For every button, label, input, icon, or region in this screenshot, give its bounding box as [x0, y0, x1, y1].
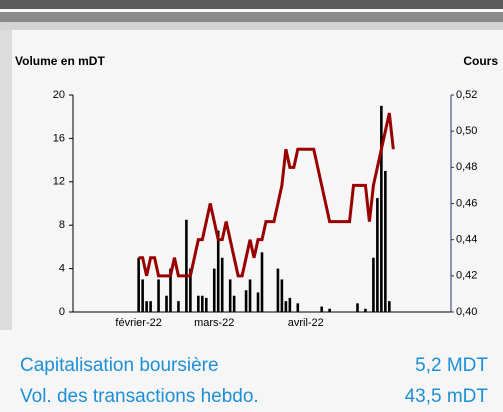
bar	[260, 252, 264, 312]
bar	[284, 301, 288, 312]
bar	[328, 308, 331, 312]
y2-tick-label: 0,40	[456, 306, 477, 318]
chart: Volume en mDT Cours 0 4 8 12 16 20 0,40 0,42 0,4…	[0, 0, 503, 330]
bar	[165, 295, 168, 312]
price-line	[138, 112, 395, 278]
bar	[296, 303, 300, 312]
y-tick-label: 12	[53, 176, 65, 188]
stat-value: 5,2 MDT	[415, 355, 488, 376]
bar	[201, 295, 204, 312]
y-axis-title: Volume en mDT	[15, 54, 105, 68]
bar	[376, 198, 379, 312]
y-tick-label: 4	[59, 263, 65, 275]
bar	[288, 297, 292, 312]
y2-tick-label: 0,46	[456, 197, 477, 209]
stat-row: Capitalisation boursière 5,2 MDT	[20, 355, 488, 377]
stat-label: Vol. des transactions hebdo.	[20, 386, 259, 407]
bar	[388, 301, 391, 312]
bar	[356, 303, 359, 312]
left-strip	[0, 30, 12, 330]
bar	[228, 279, 232, 312]
bar	[157, 279, 160, 312]
bar	[189, 268, 192, 312]
bar	[137, 257, 140, 312]
y-tick-label: 0	[59, 306, 65, 318]
bar	[256, 292, 260, 312]
stat-row: Vol. des transactions hebdo. 43,5 mDT	[20, 386, 488, 408]
bar	[145, 301, 148, 312]
top-bar	[0, 0, 503, 9]
bar	[232, 295, 236, 312]
bar	[177, 301, 180, 312]
bar	[212, 268, 216, 312]
bar	[220, 257, 224, 312]
bar	[169, 268, 172, 312]
y-tick-label: 8	[59, 219, 65, 231]
bar	[276, 268, 280, 312]
bar	[384, 170, 387, 312]
bar	[248, 279, 252, 312]
bar	[364, 308, 367, 312]
bar	[185, 219, 188, 312]
y2-tick-label: 0,50	[456, 125, 477, 137]
x-tick-label: avril-22	[288, 317, 324, 329]
bar	[204, 297, 208, 312]
bar	[197, 295, 200, 312]
y-tick-label: 20	[53, 89, 65, 101]
bar	[141, 279, 144, 312]
y2-tick-label: 0,48	[456, 161, 477, 173]
stat-label: Capitalisation boursière	[20, 355, 219, 376]
y2-tick-label: 0,44	[456, 234, 477, 246]
x-tick-label: février-22	[115, 317, 161, 329]
bar	[216, 230, 220, 312]
x-tick-label: mars-22	[194, 317, 234, 329]
top-band	[0, 12, 503, 22]
bar	[280, 279, 284, 312]
stat-value: 43,5 mDT	[404, 386, 488, 407]
bar	[320, 306, 323, 312]
bar	[149, 301, 152, 312]
y2-tick-label: 0,42	[456, 270, 477, 282]
y2-tick-label: 0,52	[456, 89, 477, 101]
bar	[372, 257, 375, 312]
bar	[380, 105, 383, 312]
y-tick-label: 16	[53, 132, 65, 144]
band-shadow	[0, 22, 503, 30]
y2-axis-title: Cours	[463, 54, 498, 68]
bar	[244, 290, 248, 312]
